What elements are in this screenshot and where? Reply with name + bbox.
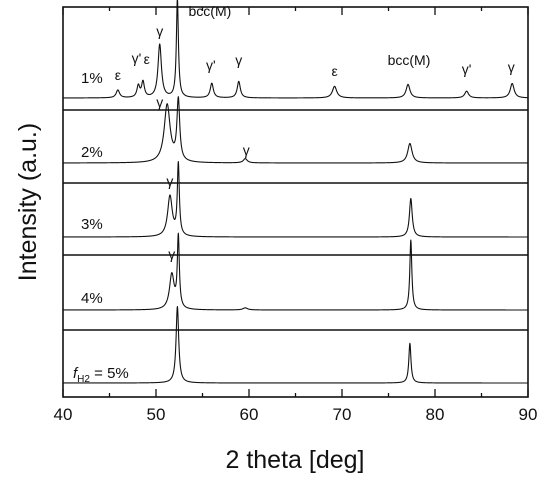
peak-label: γ' — [206, 57, 216, 73]
x-tick-group: 40 50 60 70 80 90 — [54, 7, 538, 424]
x-axis-title: 2 theta [deg] — [225, 446, 364, 474]
peak-label: γ — [243, 142, 250, 158]
series-line-4 — [62, 232, 529, 311]
peak-label: γ — [156, 94, 163, 110]
x-tick-label: 90 — [519, 405, 538, 424]
series-label-4: 4% — [81, 290, 103, 307]
series-label-group: 1% 2% 3% 4% fH2 = 5% — [73, 70, 129, 385]
x-tick-label: 80 — [426, 405, 445, 424]
x-tick-label: 70 — [333, 405, 352, 424]
series-label-1: 1% — [81, 70, 103, 87]
peak-label: γ — [156, 23, 163, 39]
series-label-3: 3% — [81, 216, 103, 233]
peak-label: bcc(M) — [189, 3, 232, 19]
series-line-2 — [62, 96, 529, 164]
peak-label: γ — [168, 246, 175, 262]
series-label-5: fH2 = 5% — [73, 365, 129, 385]
peak-label: γ' — [462, 61, 472, 77]
peak-label: ε — [115, 67, 121, 83]
peak-label: γ — [235, 52, 242, 68]
peak-label: γ' — [132, 50, 142, 66]
series-line-5 — [62, 305, 529, 384]
peak-label: ε — [331, 63, 337, 79]
panel-group — [62, 0, 529, 384]
x-tick-label: 60 — [240, 405, 259, 424]
peak-label: γ — [508, 59, 515, 75]
y-axis-title: Intensity (a.u.) — [14, 123, 42, 281]
series-line-1 — [62, 0, 529, 99]
peak-label: bcc(M) — [388, 52, 431, 68]
x-tick-label: 40 — [54, 405, 73, 424]
series-line-3 — [62, 160, 529, 238]
series-label-2: 2% — [81, 144, 103, 161]
peak-label: γ — [166, 173, 173, 189]
peak-label: ε — [144, 51, 150, 67]
x-tick-label: 50 — [147, 405, 166, 424]
